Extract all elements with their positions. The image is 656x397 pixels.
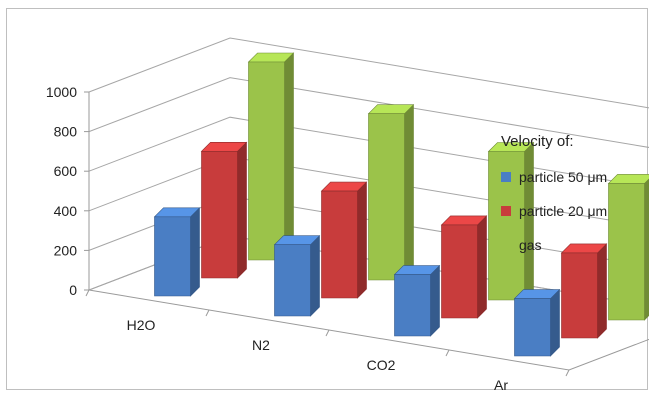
x-category-label: Ar (494, 377, 508, 391)
y-tick-label: 1000 (46, 84, 77, 100)
legend-swatch-gas (501, 240, 511, 250)
bar-gas-h2o (247, 52, 295, 261)
bar-gas-n2 (367, 103, 415, 281)
bar-particle-20-m-h2o (200, 141, 248, 279)
x-tick-mark (325, 329, 330, 337)
legend-item-gas: gas (501, 235, 651, 255)
chart-frame: 0 200 400 600 800 1000 H2O N2 CO2 Ar Velocity of:… (6, 8, 651, 391)
chart-plot: 0 200 400 600 800 1000 H2O N2 CO2 Ar (46, 37, 649, 391)
legend-swatch-particle-50 (501, 172, 511, 182)
legend: Velocity of: particle 50 μm particle 20 … (501, 133, 651, 269)
bar-particle-50-m-ar (513, 288, 561, 357)
bar-gas-ar (607, 174, 649, 321)
legend-label-gas: gas (519, 237, 542, 253)
legend-item-particle-20: particle 20 μm (501, 201, 651, 221)
legend-swatch-particle-20 (501, 206, 511, 216)
legend-title: Velocity of: (501, 133, 574, 150)
gridline (88, 77, 649, 148)
x-tick-mark (565, 369, 570, 377)
bar-particle-20-m-n2 (320, 181, 368, 299)
x-tick-mark (205, 309, 210, 317)
legend-label-particle-20: particle 20 μm (519, 203, 608, 219)
y-tick-label: 600 (54, 163, 78, 179)
x-tick-mark (85, 289, 90, 297)
y-tick-label: 0 (69, 282, 77, 298)
gridline (88, 116, 649, 188)
x-tick-mark (445, 349, 450, 357)
bar-particle-20-m-ar (560, 243, 608, 339)
x-category-label: CO2 (367, 357, 396, 373)
legend-label-particle-50: particle 50 μm (519, 169, 608, 185)
bar-particle-50-m-co2 (393, 264, 441, 337)
bar-gas-co2 (487, 141, 535, 301)
bar-particle-50-m-n2 (273, 234, 321, 317)
legend-item-particle-50: particle 50 μm (501, 167, 651, 187)
y-tick-label: 800 (54, 124, 78, 140)
gridline (88, 37, 649, 109)
y-tick-label: 400 (54, 203, 78, 219)
bar-particle-20-m-co2 (440, 215, 488, 319)
x-category-label: H2O (127, 317, 156, 333)
bar-particle-50-m-h2o (153, 207, 201, 297)
y-tick-label: 200 (54, 242, 78, 258)
x-category-label: N2 (252, 337, 270, 353)
